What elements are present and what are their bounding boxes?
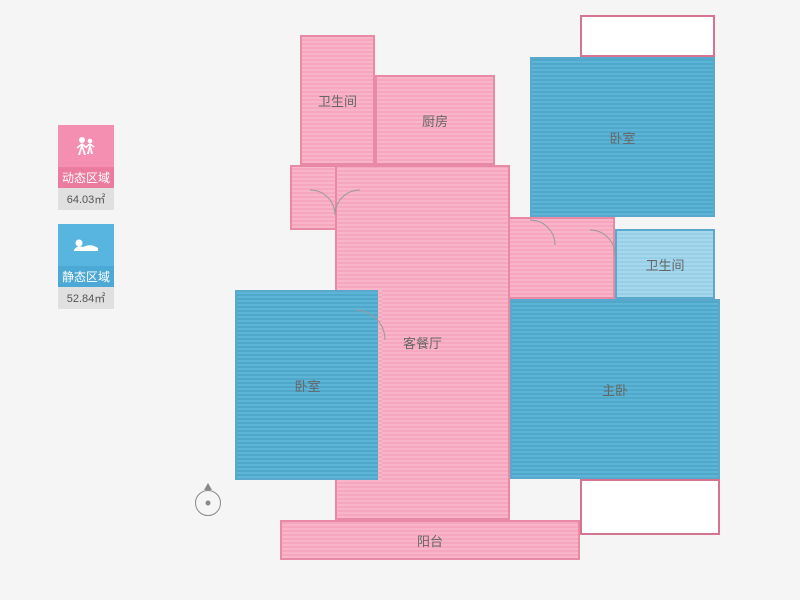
legend-dynamic-label: 动态区域 xyxy=(58,167,114,188)
sleep-icon xyxy=(58,224,114,266)
legend-dynamic: 动态区域 64.03㎡ xyxy=(58,125,114,210)
legend-static-label: 静态区域 xyxy=(58,266,114,287)
room-label: 卫生间 xyxy=(645,255,684,274)
legend-static: 静态区域 52.84㎡ xyxy=(58,224,114,309)
room-label: 主卧 xyxy=(602,380,628,399)
room-label: 卧室 xyxy=(609,128,635,147)
legend-dynamic-value: 64.03㎡ xyxy=(58,188,114,210)
room-label: 厨房 xyxy=(422,111,448,130)
people-icon xyxy=(58,125,114,167)
room-label: 卫生间 xyxy=(318,91,357,110)
room-label: 客餐厅 xyxy=(403,333,442,352)
legend-static-value: 52.84㎡ xyxy=(58,287,114,309)
floor-plan: 卧室 卫生间 厨房 客餐厅 卫生间 主卧 卧室 阳台 xyxy=(235,15,755,585)
room-label: 卧室 xyxy=(294,376,320,395)
door-arcs xyxy=(235,15,755,585)
legend: 动态区域 64.03㎡ 静态区域 52.84㎡ xyxy=(58,125,122,323)
room-label: 阳台 xyxy=(417,531,443,550)
compass-icon xyxy=(195,490,221,516)
